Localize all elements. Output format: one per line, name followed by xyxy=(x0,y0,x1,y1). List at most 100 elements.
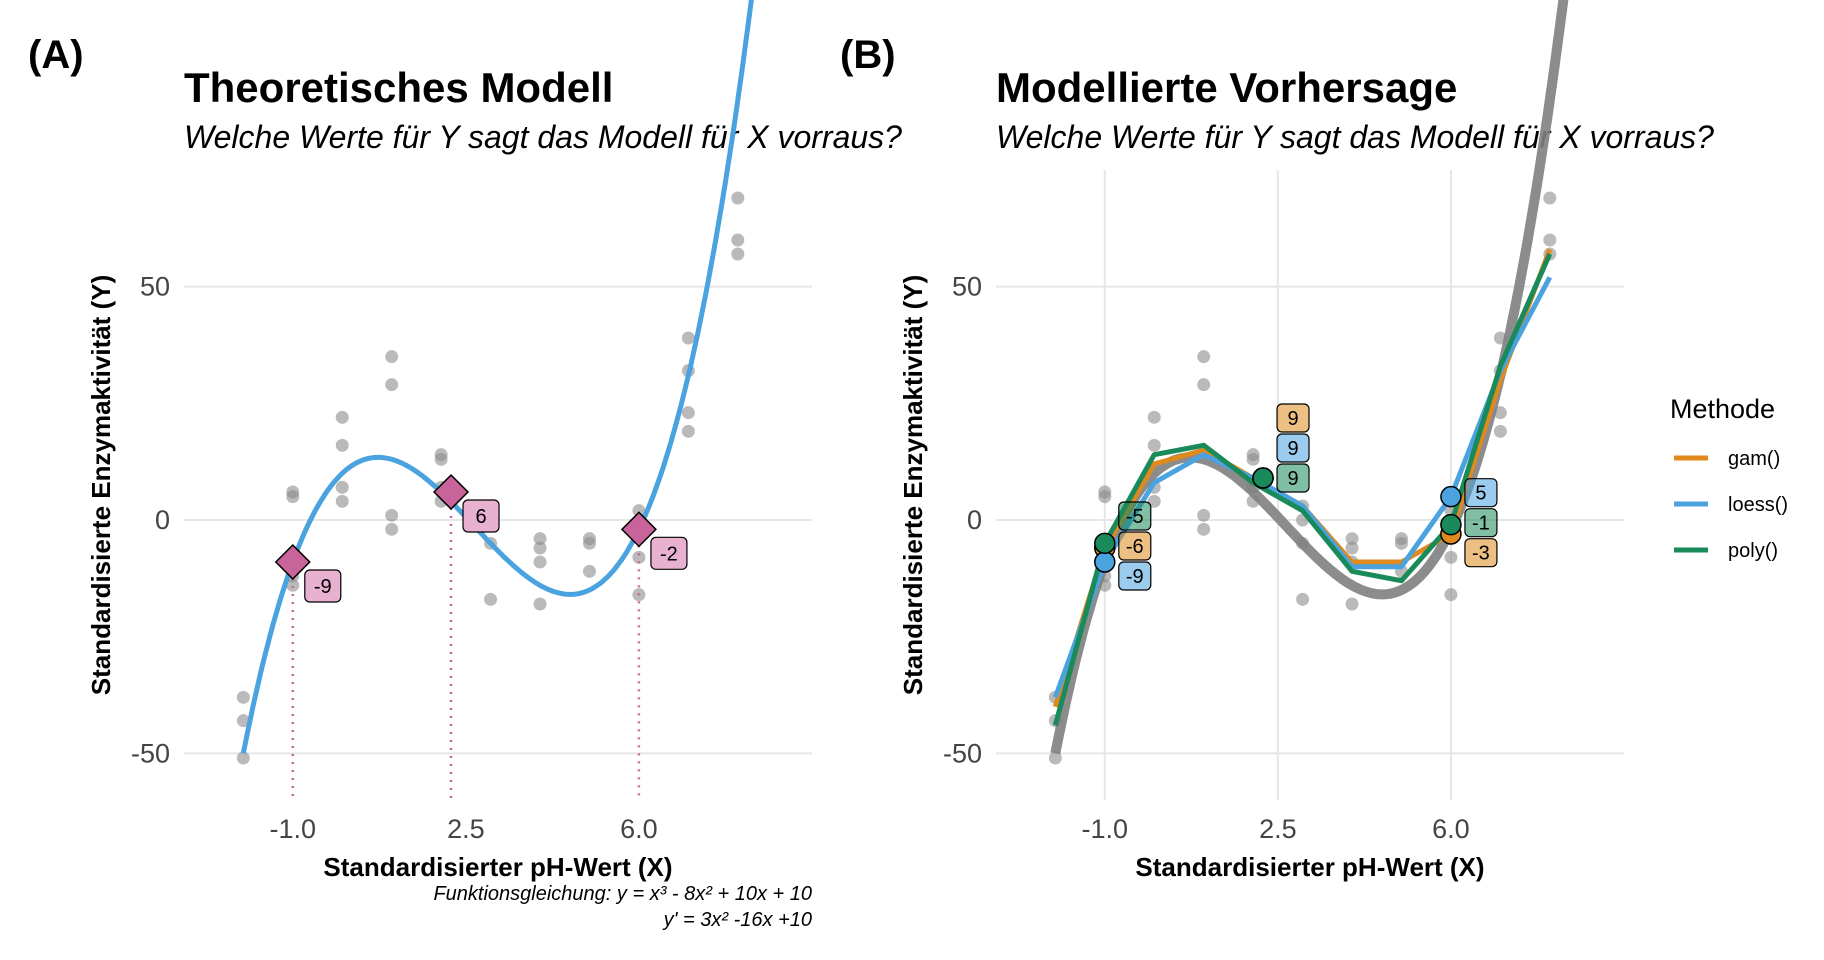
marked-point xyxy=(432,473,470,511)
prediction-label-box xyxy=(1118,501,1152,531)
prediction-label-box xyxy=(1118,531,1152,561)
prediction-label-box xyxy=(1276,463,1310,493)
x-tick-label: 6.0 xyxy=(1432,814,1470,844)
caption-line: y' = 3x² -16x +10 xyxy=(662,909,812,931)
point-label-box xyxy=(304,569,342,603)
x-tick-label: 6.0 xyxy=(620,814,658,844)
data-point xyxy=(484,592,498,606)
prediction-label: -5 xyxy=(1126,506,1144,528)
data-point xyxy=(582,536,596,550)
data-point xyxy=(1444,550,1458,564)
prediction-label: 9 xyxy=(1287,468,1298,490)
prediction-label: 9 xyxy=(1287,438,1298,460)
prediction-label-box xyxy=(1464,478,1498,508)
prediction-label: -3 xyxy=(1472,543,1490,565)
data-point xyxy=(1147,410,1161,424)
chart-subtitle: Welche Werte für Y sagt das Modell für X… xyxy=(184,119,902,155)
point-label: -9 xyxy=(314,576,332,598)
prediction-label: 9 xyxy=(1287,408,1298,430)
prediction-point xyxy=(1094,551,1116,573)
data-point xyxy=(681,406,695,420)
model-curve xyxy=(240,0,754,754)
series-line xyxy=(1052,252,1553,726)
data-point xyxy=(533,597,547,611)
legend-title: Methode xyxy=(1670,394,1775,424)
marked-point xyxy=(620,511,657,548)
prediction-label: -6 xyxy=(1126,536,1144,558)
data-point xyxy=(1543,233,1557,247)
gridlines xyxy=(996,170,1624,800)
data-point xyxy=(1197,378,1211,392)
data-point xyxy=(681,331,695,345)
data-point xyxy=(286,578,300,592)
y-axis-title: Standardisierte Enzymaktivität (Y) xyxy=(898,275,928,695)
data-point xyxy=(1493,424,1507,438)
data-point xyxy=(434,452,448,466)
prediction-point xyxy=(1440,485,1462,508)
data-point xyxy=(385,350,399,364)
data-point xyxy=(731,247,745,261)
y-tick-label: 50 xyxy=(140,272,170,302)
prediction-label-box xyxy=(1464,538,1498,568)
y-axis-title: Standardisierte Enzymaktivität (Y) xyxy=(86,275,116,695)
legend: Methode gam() loess() poly() xyxy=(1670,394,1788,562)
data-point xyxy=(1098,485,1112,499)
prediction-label-box xyxy=(1118,561,1152,591)
data-point xyxy=(1246,452,1260,466)
data-point xyxy=(1197,508,1211,522)
prediction-label: 5 xyxy=(1475,483,1486,505)
data-point xyxy=(731,191,745,205)
prediction-label: -9 xyxy=(1126,566,1144,588)
data-point xyxy=(335,438,349,452)
data-point xyxy=(1345,597,1359,611)
y-tick-label: -50 xyxy=(943,738,982,768)
panel-tag: (A) xyxy=(28,33,84,77)
true-curve xyxy=(1050,0,1569,755)
x-axis-title: Standardisierter pH-Wert (X) xyxy=(323,852,672,882)
point-label-box xyxy=(462,499,500,533)
prediction-label-box xyxy=(1276,403,1310,433)
x-tick-label: -1.0 xyxy=(270,814,317,844)
prediction-point xyxy=(1252,467,1274,489)
x-tick-label: 2.5 xyxy=(1259,814,1297,844)
y-tick-label: -50 xyxy=(131,738,170,768)
prediction-label: -1 xyxy=(1472,513,1490,535)
data-point xyxy=(1296,592,1310,606)
data-point xyxy=(1197,522,1211,536)
point-label-box xyxy=(650,536,688,570)
data-point xyxy=(385,522,399,536)
panel-tag: (B) xyxy=(840,33,896,77)
panel-a: (A) Theoretisches Modell Welche Werte für … xyxy=(28,0,902,931)
data-point xyxy=(1147,494,1161,508)
y-tick-label: 0 xyxy=(155,505,170,535)
data-point xyxy=(385,378,399,392)
data-point xyxy=(582,564,596,578)
data-point xyxy=(681,424,695,438)
data-point xyxy=(1345,541,1359,555)
point-label: -2 xyxy=(660,543,678,565)
data-point xyxy=(335,410,349,424)
x-tick-label: 2.5 xyxy=(447,814,485,844)
legend-label: loess() xyxy=(1728,494,1788,516)
data-point xyxy=(236,751,250,765)
data-point xyxy=(335,480,349,494)
x-tick-label: -1.0 xyxy=(1082,814,1129,844)
data-point xyxy=(632,504,646,518)
y-tick-label: 50 xyxy=(952,272,982,302)
data-point xyxy=(236,690,250,704)
data-point xyxy=(1147,438,1161,452)
data-point xyxy=(1394,536,1408,550)
legend-label: gam() xyxy=(1728,448,1780,470)
prediction-label-box xyxy=(1276,433,1310,463)
chart-title: Theoretisches Modell xyxy=(184,64,613,111)
data-point xyxy=(533,532,547,546)
data-point xyxy=(286,485,300,499)
data-point xyxy=(1345,532,1359,546)
data-point xyxy=(1048,751,1062,765)
chart-title: Modellierte Vorhersage xyxy=(996,64,1457,111)
data-point xyxy=(1197,350,1211,364)
data-point xyxy=(533,541,547,555)
prediction-point xyxy=(1440,513,1462,536)
data-point xyxy=(335,494,349,508)
